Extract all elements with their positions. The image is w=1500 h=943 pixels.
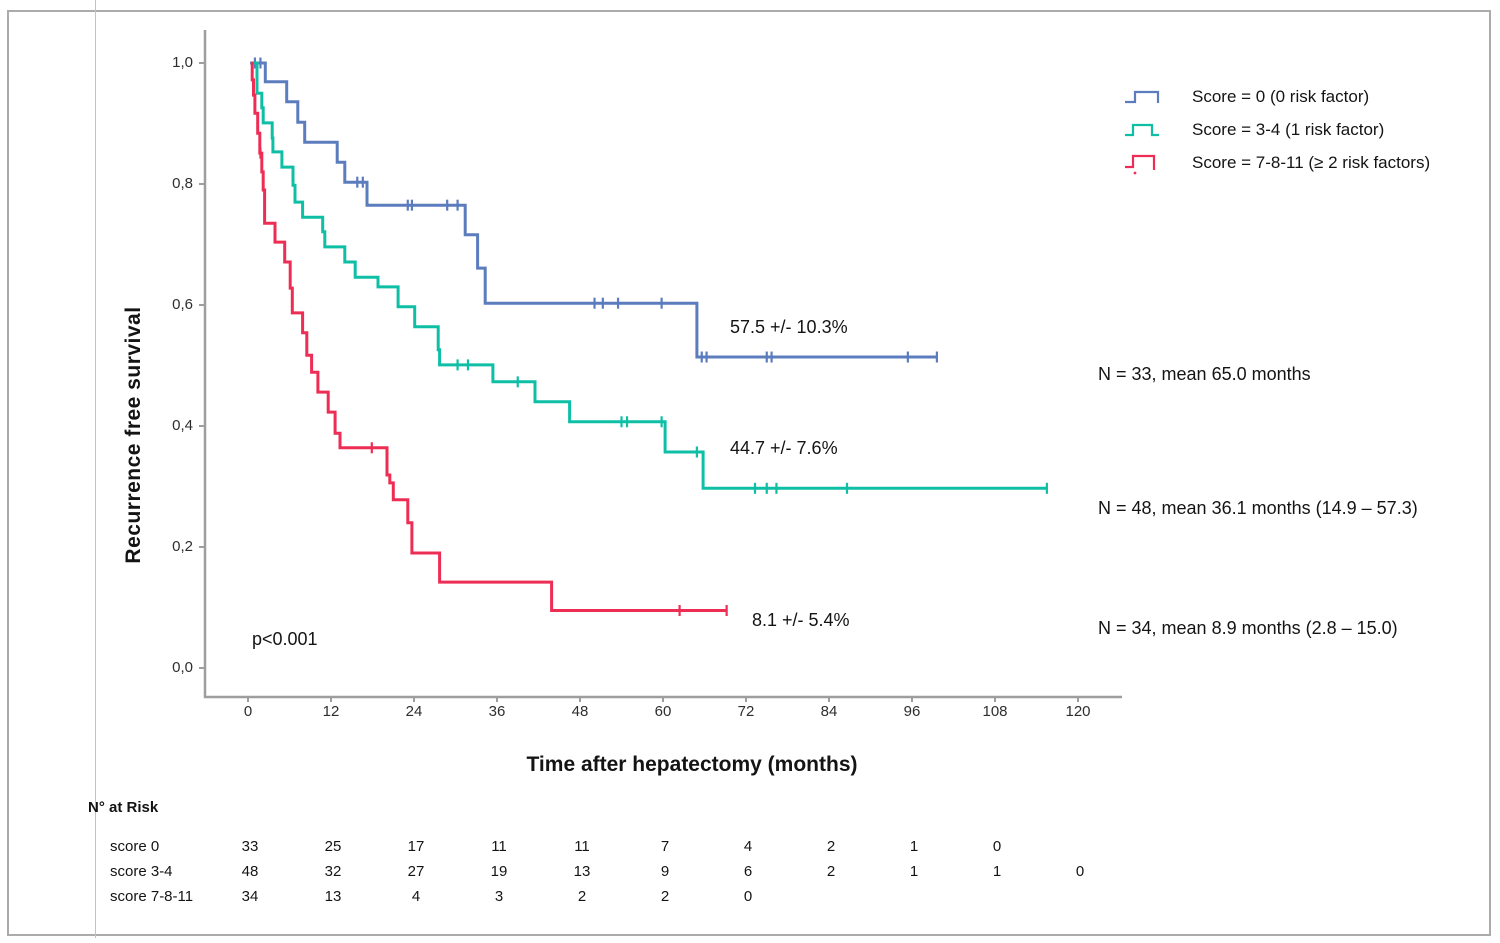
p-value-annotation: p<0.001	[252, 629, 318, 649]
n-mean-annotation-score34: N = 48, mean 36.1 months (14.9 – 57.3)	[1098, 498, 1418, 518]
risk-count: 2	[660, 888, 670, 905]
legend-label: Score = 3-4 (1 risk factor)	[1192, 119, 1385, 139]
risk-count: 11	[574, 838, 590, 855]
y-tick-label: 1,0	[172, 54, 193, 71]
legend-item-score34: Score = 3-4 (1 risk factor)	[1122, 113, 1430, 146]
rate-annotation-score34: 44.7 +/- 7.6%	[730, 438, 838, 458]
legend-label: Score = 0 (0 risk factor)	[1192, 86, 1370, 106]
x-tick-label: 48	[571, 703, 589, 720]
x-tick-label: 24	[405, 703, 423, 720]
x-tick-label: 12	[322, 703, 340, 720]
risk-count: 7	[660, 838, 670, 855]
risk-row-label: score 0	[110, 838, 160, 855]
n-mean-annotation-score7811: N = 34, mean 8.9 months (2.8 – 15.0)	[1098, 618, 1398, 638]
risk-table-title: N° at Risk	[88, 799, 159, 816]
risk-count: 13	[324, 888, 342, 905]
x-tick-label: 120	[1065, 703, 1091, 720]
km-curve-score0	[250, 61, 937, 359]
x-tick-label: 108	[982, 703, 1008, 720]
risk-count: 4	[411, 888, 421, 905]
y-tick-label: 0,8	[172, 175, 193, 192]
x-tick-label: 96	[903, 703, 921, 720]
risk-count: 13	[573, 863, 591, 880]
risk-count: 32	[324, 863, 342, 880]
risk-count: 27	[407, 863, 425, 880]
legend-item-score0: Score = 0 (0 risk factor)	[1122, 80, 1430, 113]
risk-row-label: score 7-8-11	[110, 888, 194, 905]
legend-label: Score = 7-8-11 (≥ 2 risk factors)	[1192, 152, 1431, 172]
km-curve-score7811	[250, 61, 727, 612]
y-tick-label: 0,2	[172, 538, 193, 555]
risk-count: 2	[826, 863, 836, 880]
figure-border	[7, 10, 1491, 936]
risk-count: 6	[743, 863, 753, 880]
y-tick-label: 0,6	[172, 296, 193, 313]
risk-count: 1	[909, 838, 919, 855]
x-tick-label: 60	[654, 703, 672, 720]
risk-count: 1	[909, 863, 919, 880]
legend: Score = 0 (0 risk factor) Score = 3-4 (1…	[1122, 80, 1430, 179]
risk-count: 34	[241, 888, 259, 905]
x-tick-label: 0	[243, 703, 253, 720]
risk-count: 19	[490, 863, 508, 880]
risk-count: 48	[241, 863, 259, 880]
legend-step-swatch-icon	[1125, 90, 1160, 103]
risk-count: 2	[826, 838, 836, 855]
y-tick-label: 0,0	[172, 659, 193, 676]
risk-count: 0	[992, 838, 1002, 855]
legend-step-swatch-icon	[1125, 154, 1156, 174]
risk-count: 0	[743, 888, 753, 905]
risk-count: 11	[491, 838, 507, 855]
x-axis-title: Time after hepatectomy (months)	[526, 753, 858, 776]
y-tick-label: 0,4	[172, 417, 193, 434]
legend-step-swatch-icon	[1125, 123, 1159, 136]
risk-count: 3	[494, 888, 504, 905]
n-mean-annotation-score0: N = 33, mean 65.0 months	[1098, 364, 1311, 384]
y-axis-title: Recurrence free survival	[122, 306, 145, 564]
risk-count: 1	[992, 863, 1002, 880]
risk-count: 25	[324, 838, 342, 855]
risk-count: 9	[660, 863, 670, 880]
risk-row-label: score 3-4	[110, 863, 173, 880]
rate-annotation-score7811: 8.1 +/- 5.4%	[752, 610, 850, 630]
axis-lines	[203, 30, 1122, 699]
x-tick-label: 84	[820, 703, 838, 720]
x-tick-label: 36	[488, 703, 506, 720]
risk-count: 33	[241, 838, 259, 855]
left-guide-line	[95, 0, 96, 938]
risk-count: 17	[407, 838, 425, 855]
risk-count: 4	[743, 838, 753, 855]
risk-count: 0	[1075, 863, 1085, 880]
km-curve-score34	[252, 61, 1047, 490]
x-tick-label: 72	[737, 703, 755, 720]
rate-annotation-score0: 57.5 +/- 10.3%	[730, 317, 848, 337]
risk-count: 2	[577, 888, 587, 905]
legend-item-score7811: Score = 7-8-11 (≥ 2 risk factors)	[1122, 146, 1430, 179]
